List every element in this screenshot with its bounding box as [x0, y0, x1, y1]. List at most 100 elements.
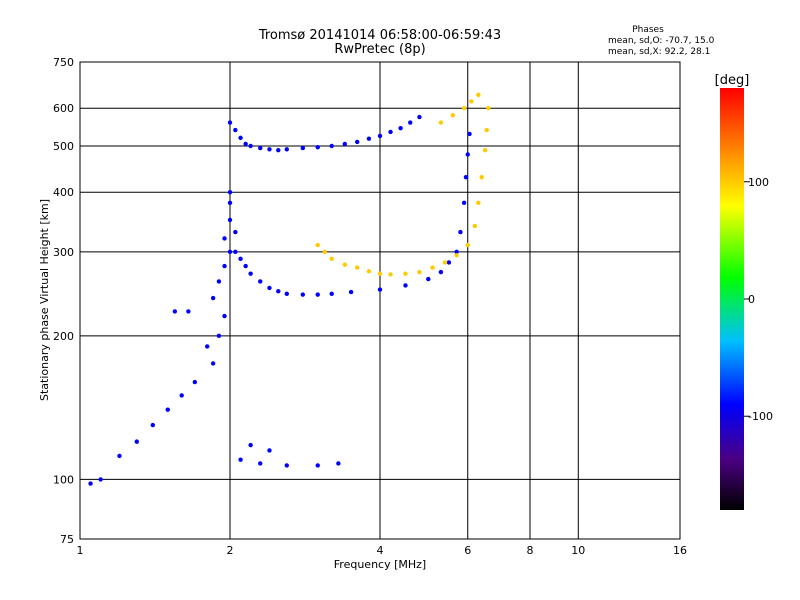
data-point-o [258, 279, 263, 284]
data-point-o [227, 249, 233, 255]
x-tick-label: 6 [464, 544, 471, 557]
data-point-o [267, 448, 272, 453]
data-point-o [98, 477, 103, 482]
phases-legend-title: Phases [632, 25, 664, 35]
data-point-o [336, 461, 341, 466]
data-point-o [377, 287, 383, 292]
x-axis-label: Frequency [MHz] [334, 558, 426, 571]
x-tick-label: 1 [77, 544, 84, 557]
y-tick-label: 75 [60, 533, 74, 546]
y-tick-label: 100 [53, 473, 74, 486]
data-point-o [284, 291, 289, 296]
data-point-o [366, 136, 372, 141]
data-point-x [482, 147, 488, 153]
data-point-o [388, 129, 393, 135]
data-point-o [227, 190, 233, 195]
plot-area: 1 2 4 6 8 10 16 75 100 200 300 400 500 600 750 [53, 56, 687, 557]
data-point-o [454, 249, 459, 255]
data-point-x [315, 242, 320, 248]
data-point-o [192, 379, 198, 385]
data-point-o [315, 463, 320, 468]
data-point-o [426, 276, 431, 282]
data-point-o [222, 236, 227, 241]
data-point-o [233, 249, 238, 255]
data-point-o [233, 127, 238, 133]
data-point-o [216, 333, 222, 339]
data-point-o [284, 463, 289, 468]
data-point-o [446, 260, 452, 265]
data-point-o [315, 292, 320, 297]
y-tick-label: 400 [53, 186, 74, 199]
data-point-o [179, 393, 184, 398]
data-point-o [348, 289, 354, 295]
phases-legend-x: mean, sd,X: 92.2, 28.1 [608, 47, 710, 57]
data-point-x [469, 99, 474, 104]
data-point-o [354, 139, 360, 145]
colorbar-label: [deg] [715, 73, 750, 88]
data-point-o [284, 147, 289, 152]
data-point-x [486, 106, 491, 111]
data-point-o [276, 147, 281, 153]
data-point-o [329, 143, 334, 149]
data-point-o [238, 457, 243, 462]
data-point-o [117, 453, 122, 459]
data-point-o [248, 442, 253, 448]
data-point-x [388, 272, 393, 277]
data-point-x [442, 260, 448, 265]
phases-legend-o: mean, sd,O: -70.7, 15.0 [608, 36, 715, 46]
data-point-o [222, 263, 227, 269]
data-point-o [227, 120, 233, 125]
chart-title: Tromsø 20141014 06:58:00-06:59:43 [258, 28, 501, 43]
data-point-o [210, 361, 216, 366]
data-point-o [222, 313, 227, 319]
data-point-x [438, 120, 444, 125]
data-point-o [248, 143, 253, 149]
data-point-o [227, 200, 233, 206]
data-point-o [461, 200, 467, 206]
data-point-o [238, 135, 243, 141]
chart-subtitle: RwPretec (8p) [334, 42, 425, 57]
x-tick-label: 8 [527, 544, 534, 557]
data-point-x [454, 253, 459, 258]
data-point-o [377, 133, 383, 139]
data-point-x [430, 265, 435, 270]
y-tick-label: 200 [53, 330, 74, 343]
data-point-o [134, 439, 139, 444]
data-point-x [476, 92, 481, 98]
data-point-o [243, 141, 248, 147]
data-point-x [322, 249, 328, 255]
data-point-o [204, 344, 210, 349]
x-tick-label: 10 [571, 544, 585, 557]
data-point-o [465, 152, 470, 157]
colorbar-ticks: 100 0 -100 [744, 176, 773, 423]
data-point-x [479, 175, 484, 180]
y-axis-label: Stationary phase Virtual Height [km] [38, 199, 51, 401]
data-point-x [484, 127, 489, 133]
data-point-o [238, 256, 243, 262]
x-tick-label: 2 [227, 544, 234, 557]
colorbar [720, 88, 744, 510]
colorbar-tick-label: 100 [748, 176, 769, 189]
data-point-x [472, 223, 478, 229]
y-tick-label: 500 [53, 140, 74, 153]
data-point-o [227, 217, 233, 223]
data-point-x [377, 271, 383, 276]
data-point-x [329, 256, 334, 262]
data-point-o [403, 283, 408, 288]
data-point-o [438, 269, 444, 275]
data-point-o [186, 309, 191, 314]
x-tick-label: 16 [673, 544, 687, 557]
data-point-o [216, 279, 222, 284]
data-point-o [267, 147, 272, 152]
data-point-o [88, 481, 93, 486]
x-tick-label: 4 [377, 544, 384, 557]
data-point-o [315, 145, 320, 150]
data-point-o [150, 422, 156, 428]
data-point-x [342, 262, 348, 267]
data-point-o [458, 229, 463, 235]
y-tick-label: 600 [53, 102, 74, 115]
data-point-x [417, 269, 422, 275]
data-point-o [233, 229, 238, 235]
data-point-o [300, 292, 306, 297]
y-tick-label: 300 [53, 246, 74, 259]
